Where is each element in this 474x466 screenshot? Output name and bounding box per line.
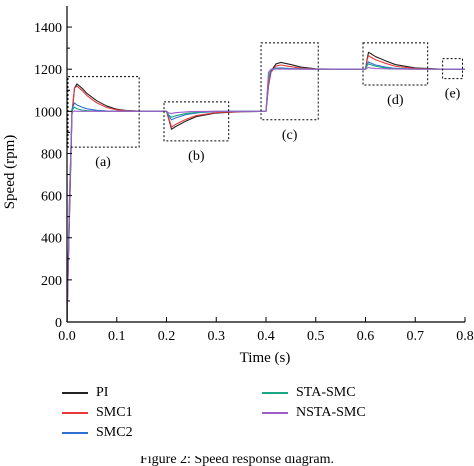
y-tick-label: 1200 <box>34 63 62 78</box>
caption-text: Figure 2: Speed response diagram. <box>139 456 334 466</box>
legend-label: STA-SMC <box>296 385 356 400</box>
x-tick-label: 0.0 <box>58 329 76 344</box>
x-tick-label: 0.5 <box>307 329 325 344</box>
zoom-box <box>442 58 464 80</box>
zoom-box-label: (a) <box>95 155 111 170</box>
legend-item-nsta-smc: NSTA-SMC <box>262 404 366 422</box>
figure-caption: Figure 2: Speed response diagram. <box>0 456 474 466</box>
zoom-box <box>163 101 230 142</box>
legend-item-sta-smc: STA-SMC <box>262 384 356 402</box>
legend-label: NSTA-SMC <box>296 405 366 420</box>
y-tick-label: 200 <box>41 274 62 289</box>
y-tick-label: 1000 <box>34 105 62 120</box>
legend: PI SMC1 SMC2 STA-SMC NSTA-SMC <box>62 384 462 444</box>
y-tick-label: 1400 <box>34 21 62 36</box>
zoom-box-label: (b) <box>188 149 205 164</box>
legend-item-pi: PI <box>62 384 108 402</box>
y-tick-label: 400 <box>41 232 62 247</box>
y-tick-label: 600 <box>41 190 62 205</box>
zoom-box-label: (e) <box>445 87 461 102</box>
axes-layer: 0.0 0.1 0.2 0.3 0.4 0.5 0.6 0.7 0.8 0 200 400 600 800… <box>34 6 474 344</box>
series-line-sta-smc <box>66 63 465 323</box>
legend-swatch <box>62 412 88 414</box>
legend-swatch <box>62 392 88 394</box>
zoom-box-layer: (a) (b) (c) (d) (e) <box>67 42 464 170</box>
series-line-smc2 <box>66 61 466 323</box>
legend-swatch <box>262 412 288 414</box>
legend-swatch <box>262 392 288 394</box>
series-line-pi <box>66 51 466 323</box>
x-axis-label: Time (s) <box>240 350 291 366</box>
zoom-box <box>260 42 319 121</box>
x-tick-label: 0.7 <box>407 329 425 344</box>
legend-item-smc2: SMC2 <box>62 424 133 442</box>
zoom-box-label: (d) <box>387 93 404 108</box>
series-layer <box>66 51 466 323</box>
zoom-box-label: (c) <box>282 128 298 143</box>
x-tick-label: 0.6 <box>357 329 375 344</box>
zoom-box <box>67 76 140 148</box>
zoom-box <box>362 42 429 86</box>
x-tick-label: 0.3 <box>208 329 226 344</box>
y-tick-label: 0 <box>55 316 62 331</box>
legend-swatch <box>62 432 88 434</box>
x-tick-label: 0.4 <box>257 329 275 344</box>
x-tick-label: 0.2 <box>158 329 176 344</box>
legend-item-smc1: SMC1 <box>62 404 133 422</box>
y-tick-label: 800 <box>41 147 62 162</box>
series-line-smc1 <box>66 54 465 323</box>
series-line-nsta-smc <box>66 66 465 323</box>
x-tick-label: 0.8 <box>456 329 474 344</box>
x-tick-label: 0.1 <box>108 329 126 344</box>
legend-label: PI <box>96 385 109 400</box>
legend-label: SMC1 <box>96 405 133 420</box>
y-axis-label: Speed (rpm) <box>2 135 18 210</box>
legend-label: SMC2 <box>96 425 133 440</box>
